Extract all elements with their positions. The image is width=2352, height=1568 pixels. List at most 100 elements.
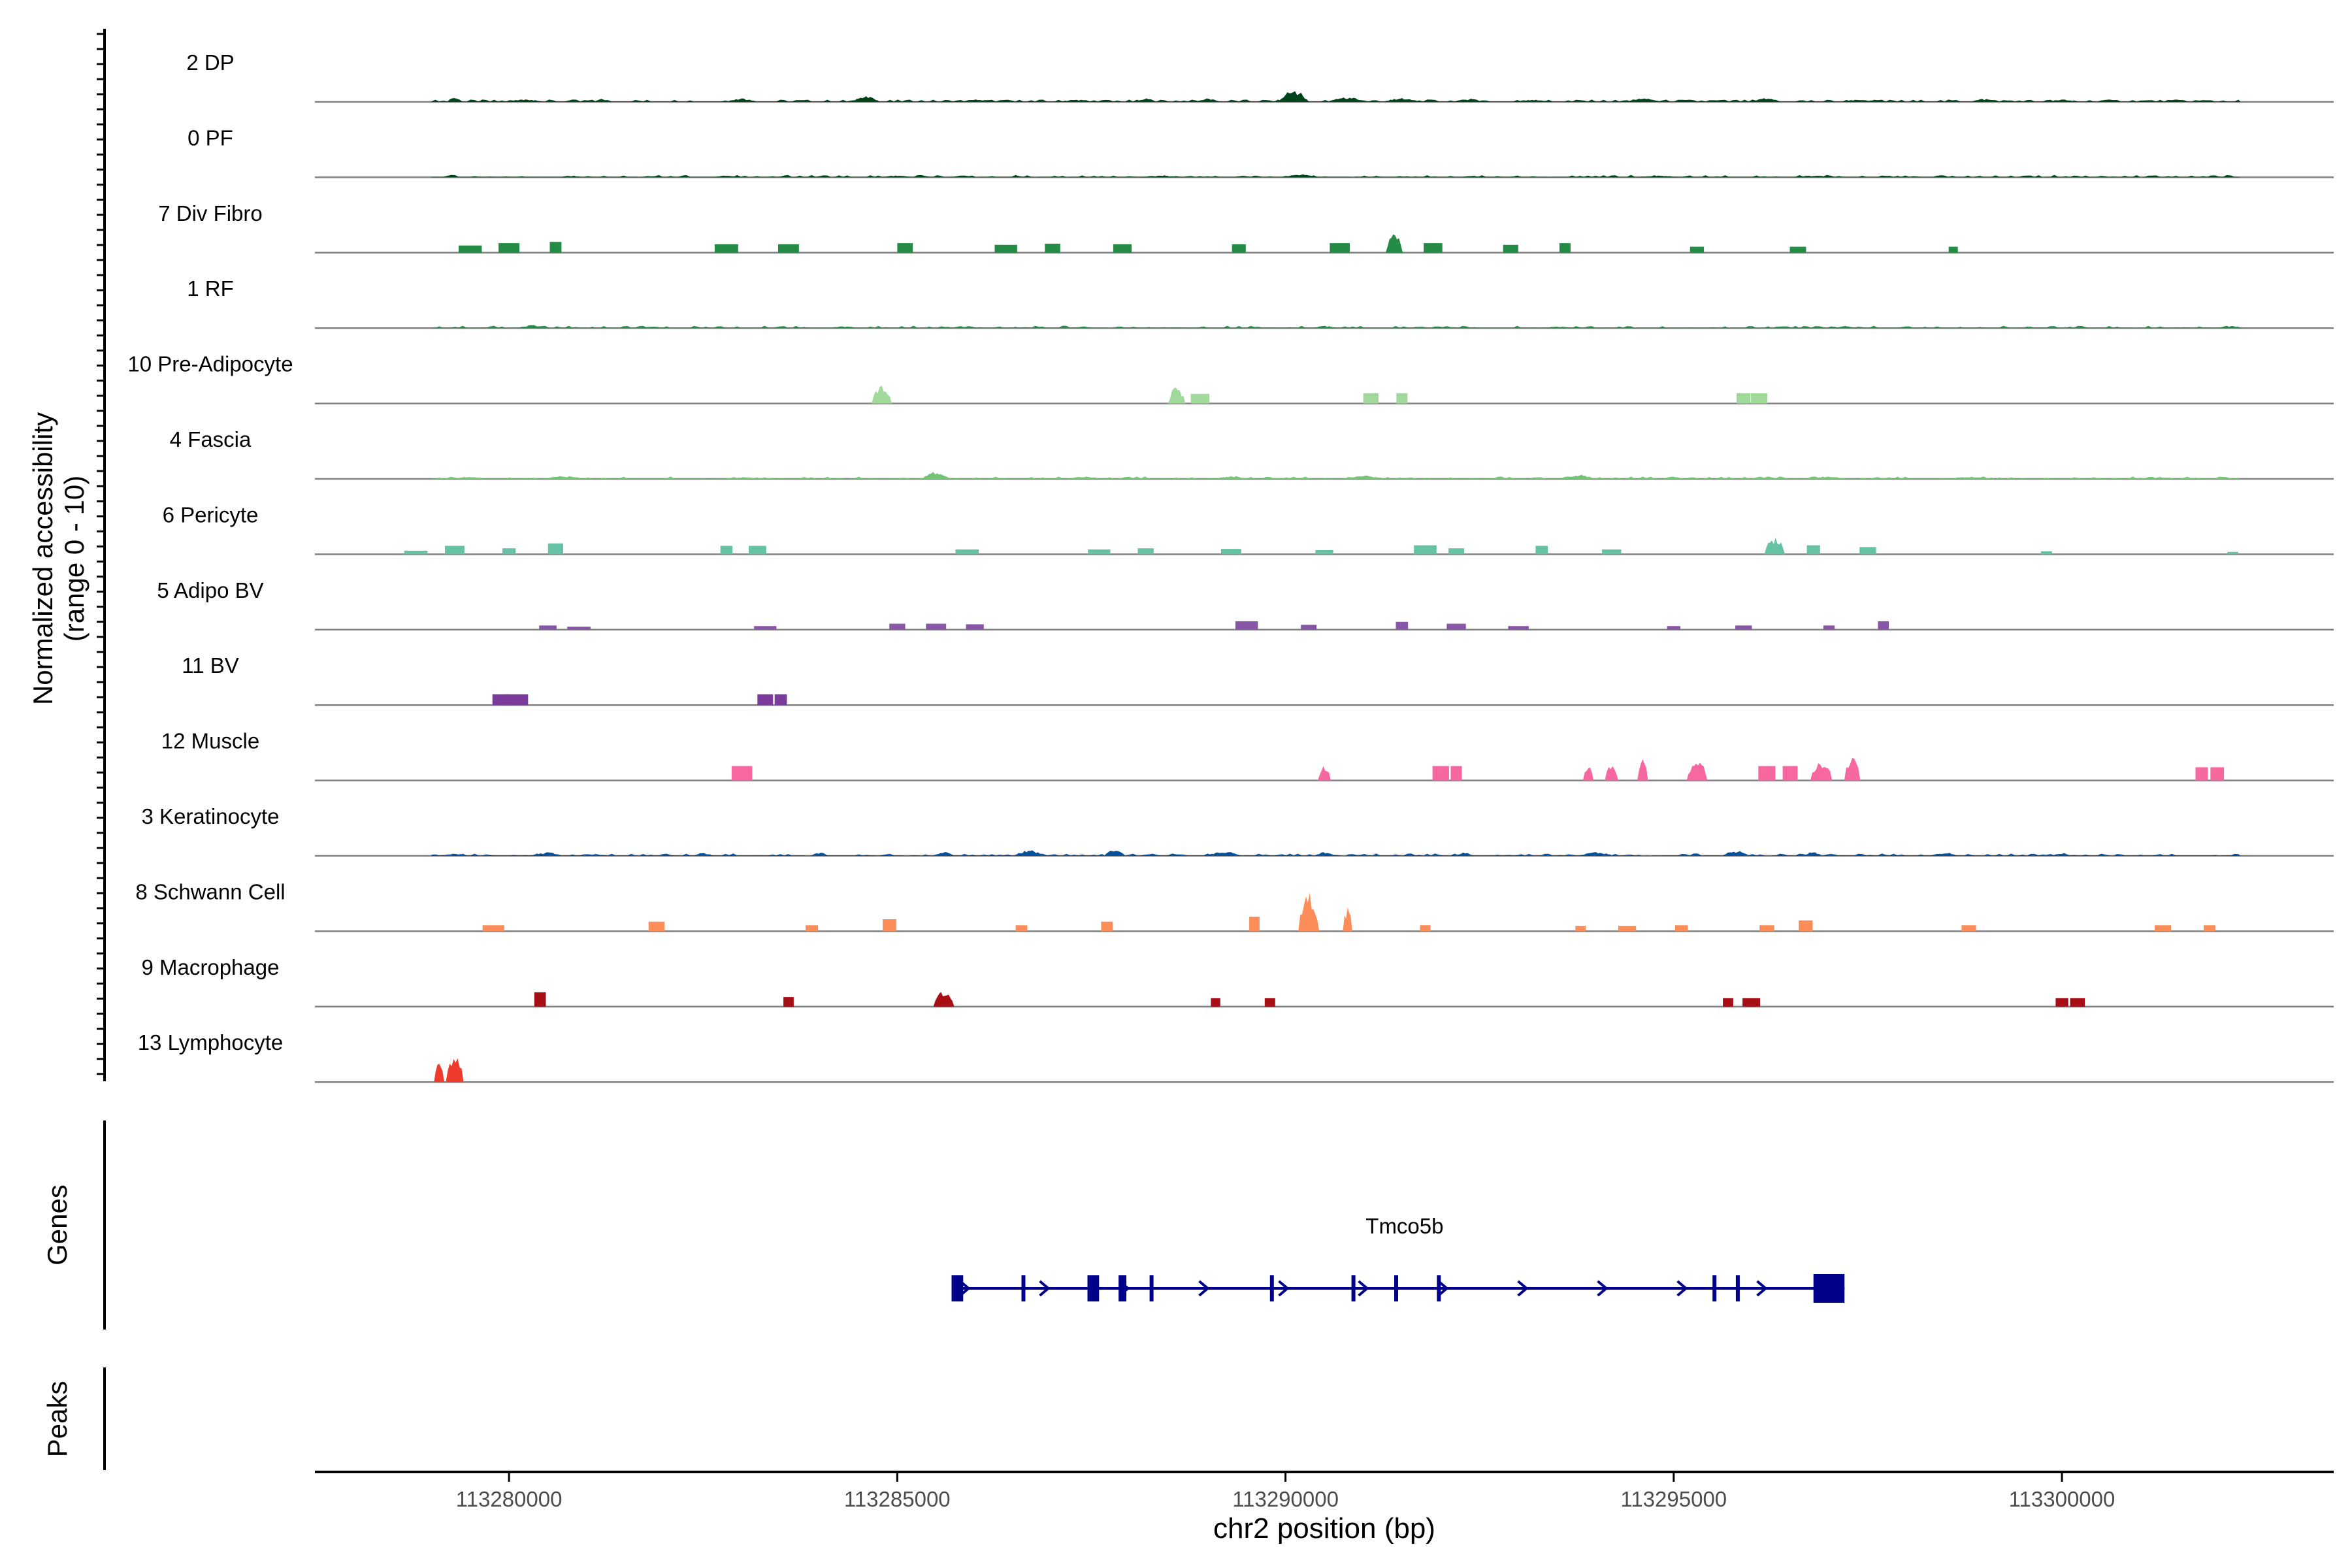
coverage-peak [505, 694, 529, 706]
track-label: 10 Pre-Adipocyte [127, 352, 293, 376]
gene-exon [1813, 1274, 1845, 1303]
coverage-peak [502, 548, 516, 555]
coverage-peak [1799, 920, 1813, 932]
coverage-peak [1662, 476, 1686, 479]
coverage-peak [1446, 623, 1466, 630]
y-axis-label-range: (range 0 - 10) [59, 476, 90, 642]
track-label: 0 PF [188, 125, 233, 150]
coverage-peak [1618, 926, 1637, 932]
coverage-peak [2195, 767, 2208, 781]
track-label: 6 Pericyte [163, 502, 259, 527]
coverage-peak [1789, 246, 1806, 253]
coverage-peak [1249, 917, 1260, 932]
track-label: 1 RF [187, 276, 234, 301]
track-label: 12 Muscle [161, 729, 259, 753]
track-background-signal [431, 853, 2241, 856]
coverage-peak [1623, 98, 1662, 102]
coverage-peak [783, 997, 794, 1007]
track-label: 9 Macrophage [142, 955, 280, 979]
x-tick-label: 113295000 [1620, 1487, 1727, 1511]
peaks-track-label: Peaks [42, 1381, 73, 1458]
coverage-peak [482, 925, 504, 932]
coverage-peak [1823, 625, 1835, 630]
coverage-peak [534, 992, 546, 1007]
x-axis-ticks: 113280000 113285000 113290000 113295000 1133… [456, 1472, 2115, 1511]
coverage-peak [853, 96, 880, 102]
strand-arrow [1676, 1280, 1688, 1297]
coverage-peak [883, 919, 896, 932]
coverage-peak [1737, 393, 1751, 404]
gene-exon [1712, 1275, 1717, 1301]
coverage-peak [1264, 998, 1275, 1007]
coverage-peak [1317, 766, 1331, 781]
coverage-peak [459, 245, 482, 253]
track-label: 11 BV [182, 653, 238, 678]
track-11: 3 Keratinocyte [142, 804, 2334, 857]
coverage-peak [726, 98, 758, 102]
coverage-peak [1675, 925, 1688, 932]
coverage-peak [542, 476, 585, 479]
coverage-peak [1195, 98, 1221, 102]
coverage-peak [1970, 99, 1999, 102]
gene-exon [1735, 1275, 1740, 1301]
coverage-peak [1667, 626, 1680, 630]
coverage-peak [994, 244, 1017, 253]
coverage-peak [692, 853, 714, 856]
coverage-peak [1424, 243, 1443, 253]
coverage-peak [2052, 853, 2072, 856]
coverage-peak [1211, 998, 1220, 1007]
coverage-peak [932, 852, 955, 856]
track-6: 4 Fascia [170, 427, 2334, 480]
coverage-peak [1311, 326, 1337, 329]
peaks-track: Peaks [42, 1367, 106, 1470]
track-3: 7 Div Fibro [158, 201, 2334, 254]
coverage-peak [2040, 551, 2052, 555]
coverage-peak [731, 766, 753, 781]
genes-track-label: Genes [42, 1184, 73, 1266]
gene-exon [1087, 1275, 1100, 1301]
coverage-peak [713, 175, 740, 178]
coverage-peak [498, 243, 520, 253]
coverage-peak [1751, 393, 1767, 404]
coverage-peak [1566, 474, 1595, 479]
x-tick-label: 113300000 [2009, 1487, 2115, 1511]
coverage-peak [404, 550, 428, 555]
coverage-peak [446, 98, 463, 102]
coverage-peak [1722, 851, 1750, 856]
coverage-peak [516, 325, 548, 329]
track-10: 12 Muscle [161, 729, 2334, 781]
coverage-peak [1313, 852, 1335, 856]
coverage-peak [966, 624, 984, 630]
coverage-peak [1363, 393, 1379, 404]
coverage-peak [434, 1064, 444, 1083]
coverage-peak [504, 99, 546, 102]
coverage-peak [1432, 766, 1449, 781]
coverage-peak [648, 921, 665, 932]
coverage-peak [757, 694, 774, 706]
coverage-peak [2210, 767, 2225, 781]
coverage-peak [1113, 244, 1132, 253]
coverage-peak [1215, 476, 1248, 479]
gene-exon [1437, 1275, 1441, 1301]
coverage-peak [1281, 174, 1320, 178]
coverage-peak [1232, 244, 1246, 253]
coverage-peak [593, 99, 612, 102]
track-label: 7 Div Fibro [158, 201, 263, 225]
coverage-peak [1742, 998, 1761, 1007]
track-label: 4 Fascia [170, 427, 252, 451]
coverage-peak [2070, 998, 2085, 1007]
coverage-peak [714, 244, 738, 253]
x-axis-label: chr2 position (bp) [1213, 1512, 1435, 1544]
x-tick-label: 113280000 [456, 1487, 563, 1511]
coverage-peak [1461, 176, 1483, 178]
coverage-peak [1277, 91, 1309, 102]
coverage-peak [1686, 762, 1708, 781]
track-14: 13 Lymphocyte [138, 1030, 2334, 1083]
track-9: 11 BV [182, 653, 2334, 706]
coverage-peak [1420, 925, 1431, 932]
coverage-peak [1450, 766, 1462, 781]
strand-arrow [1358, 1280, 1369, 1297]
track-7: 6 Pericyte [163, 502, 2334, 555]
gene-exon [1394, 1275, 1398, 1301]
track-label: 3 Keratinocyte [142, 804, 280, 828]
